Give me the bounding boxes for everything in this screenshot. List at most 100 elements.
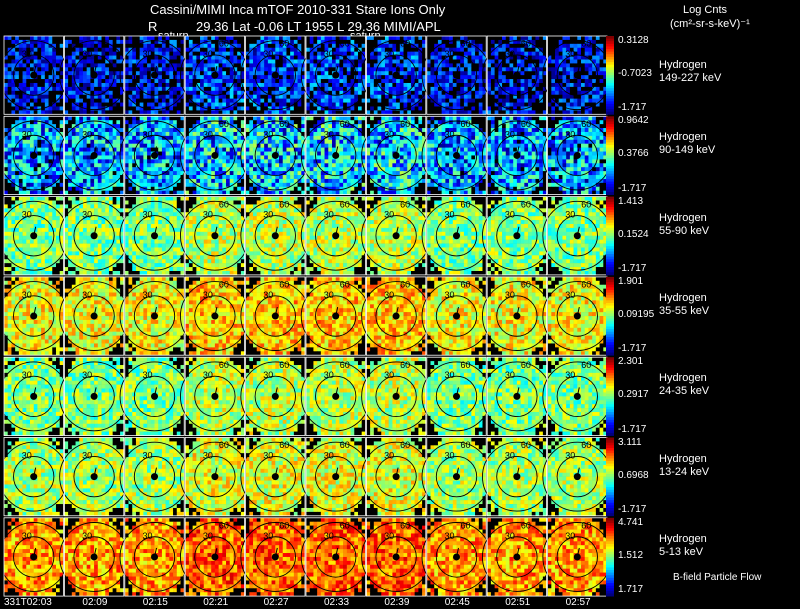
pixel-cell: [214, 182, 219, 188]
pixel-cell: [147, 182, 152, 188]
pixel-cell: [509, 75, 514, 80]
pixel-cell: [233, 186, 238, 191]
pixel-cell: [26, 86, 31, 92]
pixel-cell: [317, 106, 322, 111]
pixel-cell: [4, 171, 9, 176]
pixel-cell: [478, 90, 483, 96]
pixel-cell: [535, 94, 540, 99]
pixel-cell: [82, 63, 87, 68]
pixel-cell: [441, 71, 446, 76]
pixel-cell: [108, 51, 113, 56]
pixel-cell: [22, 128, 27, 133]
pixel-cell: [75, 98, 80, 103]
pixel-cell: [460, 82, 465, 88]
pixel-cell: [116, 116, 121, 121]
pixel-cell: [132, 47, 137, 52]
pixel-cell: [180, 47, 185, 52]
pixel-cell: [240, 98, 245, 103]
pixel-cell: [233, 171, 238, 176]
pixel-cell: [513, 79, 518, 84]
contour-30: [13, 134, 55, 177]
pixel-cell: [68, 82, 73, 88]
pixel-cell: [569, 63, 574, 68]
pixel-cell: [82, 36, 87, 41]
pixel-cell: [467, 90, 472, 96]
pixel-cell: [275, 143, 280, 148]
pixel-cell: [128, 36, 133, 41]
pixel-cell: [226, 71, 231, 76]
pixel-cell: [328, 110, 333, 115]
pixel-cell: [245, 171, 250, 176]
pixel-cell: [112, 94, 117, 99]
pixel-cell: [249, 131, 254, 137]
pixel-cell: [41, 139, 46, 144]
pixel-cell: [237, 67, 242, 72]
pixel-cell: [233, 98, 238, 103]
pixel-cell: [94, 102, 99, 107]
pixel-cell: [434, 63, 439, 68]
pixel-cell: [188, 175, 193, 180]
pixel-cell: [29, 36, 34, 41]
pixel-cell: [279, 175, 284, 180]
pixel-cell: [422, 39, 427, 45]
contour-label-60: 60: [521, 39, 531, 49]
pixel-cell: [324, 124, 329, 129]
pixel-cell: [264, 63, 269, 68]
pixel-cell: [430, 59, 435, 64]
pixel-cell: [467, 79, 472, 84]
pixel-cell: [354, 120, 359, 125]
pixel-cell: [75, 120, 80, 125]
pixel-cell: [452, 59, 457, 64]
pixel-cell: [445, 71, 450, 76]
pixel-cell: [396, 63, 401, 68]
pixel-cell: [328, 124, 333, 129]
pixel-cell: [297, 90, 302, 96]
pixel-cell: [226, 63, 231, 68]
pixel-cell: [384, 86, 389, 92]
pixel-cell: [22, 43, 27, 49]
pixel-cell: [350, 98, 355, 103]
pixel-cell: [595, 106, 600, 111]
color-bar-step: [606, 62, 614, 66]
pixel-cell: [165, 143, 170, 148]
pixel-cell: [445, 82, 450, 88]
color-bar-step: [606, 64, 614, 68]
pixel-cell: [203, 79, 208, 84]
pixel-cell: [135, 182, 140, 188]
pixel-cell: [456, 106, 461, 111]
pixel-cell: [434, 86, 439, 92]
pixel-cell: [71, 43, 76, 49]
pixel-cell: [48, 67, 53, 72]
pixel-cell: [271, 94, 276, 99]
pixel-cell: [211, 51, 216, 56]
pixel-cell: [249, 135, 254, 141]
pixel-cell: [4, 43, 9, 49]
pixel-cell: [357, 67, 362, 72]
pixel-cell: [471, 98, 476, 103]
pixel-cell: [562, 90, 567, 96]
pixel-cell: [222, 47, 227, 52]
pixel-cell: [282, 128, 287, 133]
pixel-cell: [94, 67, 99, 72]
panel-border: [124, 115, 185, 196]
pixel-cell: [108, 79, 113, 84]
pixel-cell: [48, 128, 53, 133]
pixel-cell: [377, 36, 382, 41]
pixel-cell: [282, 67, 287, 72]
pixel-cell: [86, 98, 91, 103]
pixel-cell: [286, 167, 291, 172]
pixel-cell: [445, 51, 450, 56]
pixel-cell: [154, 86, 159, 92]
pixel-cell: [434, 59, 439, 64]
pixel-cell: [475, 39, 480, 45]
pixel-cell: [256, 67, 261, 72]
pixel-cell: [335, 90, 340, 96]
pixel-cell: [229, 120, 234, 125]
pixel-cell: [407, 47, 412, 52]
pixel-cell: [218, 75, 223, 80]
pixel-cell: [264, 59, 269, 64]
pixel-cell: [249, 90, 254, 96]
pixel-cell: [505, 102, 510, 107]
pixel-cell: [482, 82, 487, 88]
pixel-cell: [331, 47, 336, 52]
